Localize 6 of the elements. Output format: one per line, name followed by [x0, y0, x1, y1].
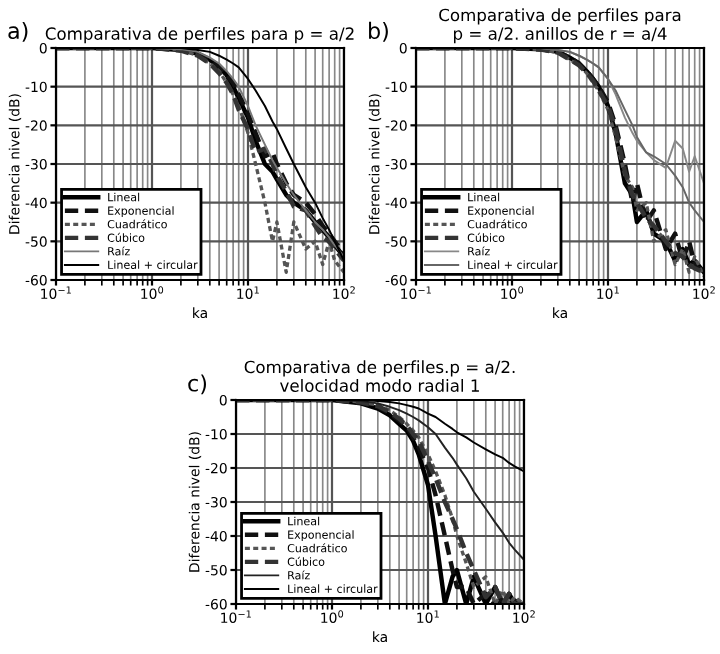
chart-title: Comparativa de perfiles para p = a/2: [45, 27, 354, 44]
chart-title: Comparativa de perfiles.p = a/2. velocidad modo radial 1: [244, 360, 515, 392]
text: b): [369, 21, 388, 42]
text: c): [188, 374, 207, 395]
chart-title: Comparativa de perfiles para p = a/2. anillos de r = a/4: [439, 8, 681, 44]
text: a): [8, 21, 28, 42]
